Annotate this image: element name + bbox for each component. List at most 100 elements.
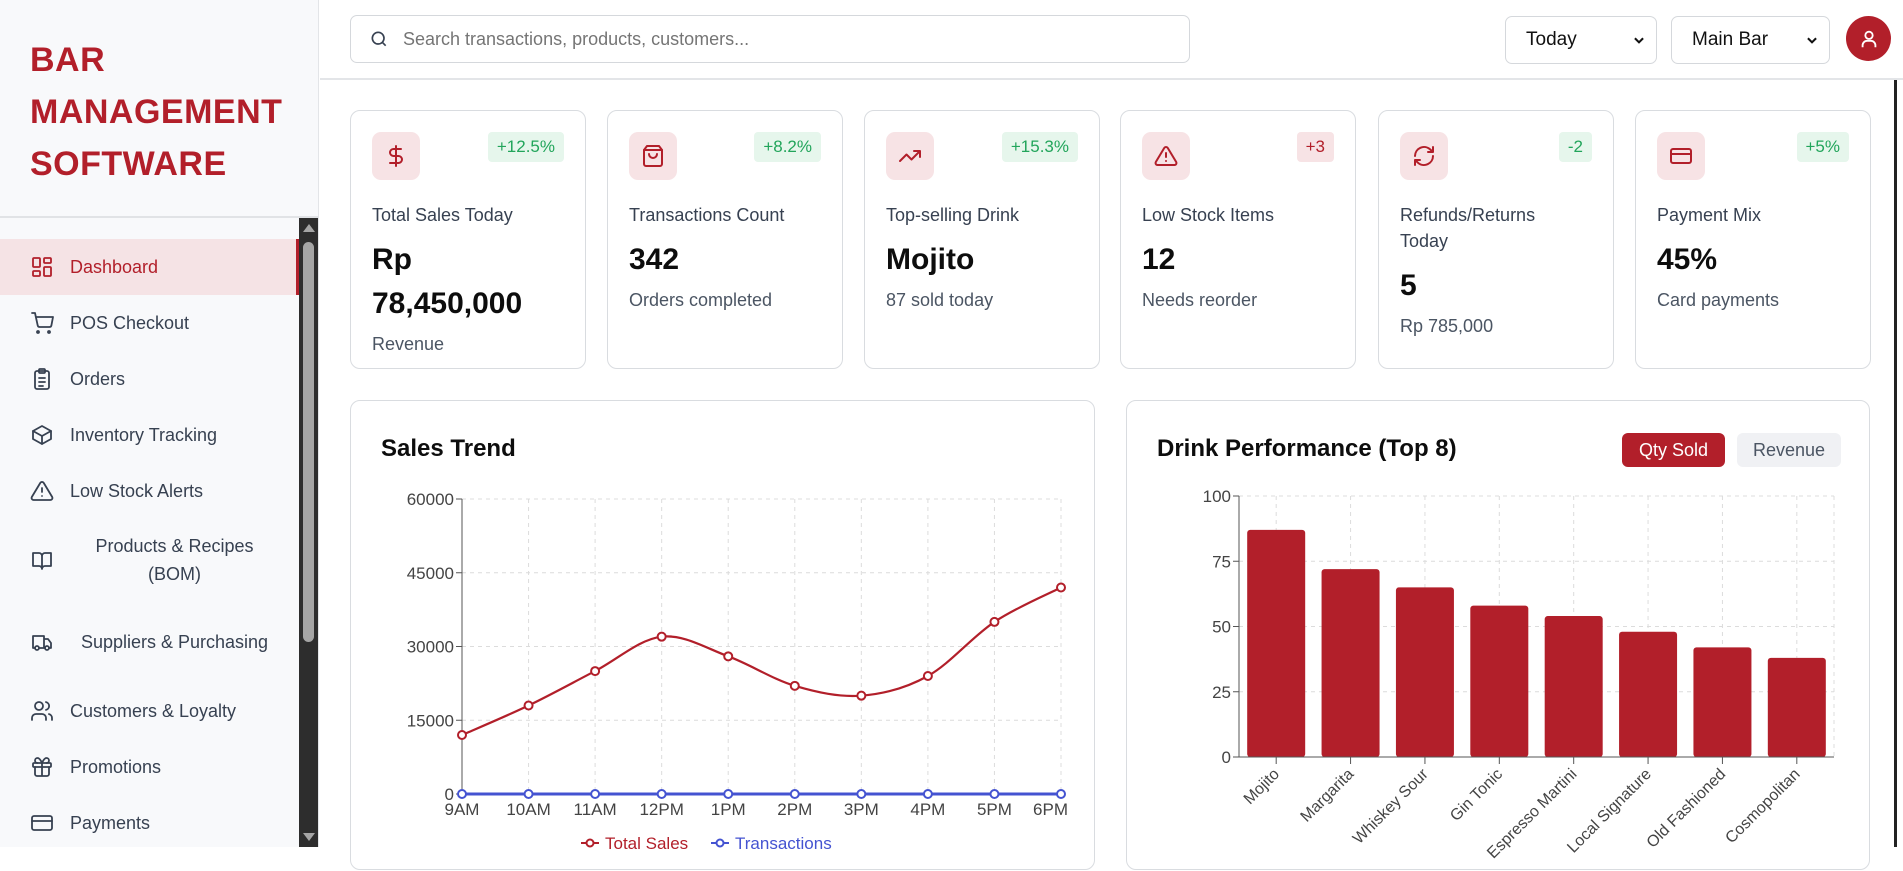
scroll-down-arrow-icon[interactable] — [303, 833, 315, 841]
data-point — [723, 789, 734, 799]
kpi-icon-box — [1657, 132, 1705, 180]
sidebar-scrollbar[interactable] — [299, 218, 318, 847]
app-logo: BAR MANAGEMENT SOFTWARE — [30, 34, 282, 190]
sidebar-item-label: Orders — [70, 368, 126, 389]
sidebar-item-suppliers-purchasing[interactable]: Suppliers & Purchasing — [0, 601, 299, 683]
x-tick-label: 4PM — [910, 800, 945, 819]
kpi-icon-box — [886, 132, 934, 180]
kpi-label: Total Sales Today — [372, 205, 513, 225]
search-input[interactable] — [403, 28, 1163, 50]
kpi-value: 45% — [1657, 243, 1718, 276]
kpi-card: +12.5% Total Sales Today Rp 78,450,000 Reve… — [350, 110, 586, 369]
period-select[interactable]: Today — [1505, 16, 1657, 64]
sidebar-item-products-recipes-bom[interactable]: Products & Recipes (BOM) — [0, 519, 299, 601]
dollar-icon — [389, 145, 403, 167]
sidebar-item-label: Inventory Tracking — [70, 424, 218, 445]
sidebar-item-label: Products & Recipes (BOM) — [95, 536, 254, 584]
users-icon — [31, 701, 53, 721]
sidebar-item-promotions[interactable]: Promotions — [0, 739, 299, 795]
book-icon — [32, 552, 52, 570]
data-point — [989, 616, 1000, 627]
x-tick-label: Cosmopolitan — [1722, 766, 1803, 847]
sidebar-item-low-stock-alerts[interactable]: Low Stock Alerts — [0, 463, 299, 519]
sidebar-item-label: Payments — [70, 812, 151, 833]
kpi-card: +5% Payment Mix 45% Card payments — [1635, 110, 1871, 369]
x-tick-label: Margarita — [1298, 766, 1358, 826]
kpi-icon-box — [629, 132, 677, 180]
x-tick-label: Mojito — [1241, 766, 1283, 808]
y-tick-label: 0 — [1222, 748, 1231, 767]
y-tick-label: 0 — [445, 785, 454, 804]
sidebar-item-pos-checkout[interactable]: POS Checkout — [0, 295, 299, 351]
y-tick-label: 15000 — [407, 711, 454, 730]
kpi-subtext: 87 sold today — [886, 290, 994, 310]
kpi-label: Refunds/Returns Today — [1400, 205, 1536, 251]
cart-icon — [31, 312, 54, 334]
shopping-bag-icon — [643, 145, 663, 167]
sidebar-item-payments[interactable]: Payments — [0, 795, 299, 851]
kpi-change-badge: +12.5% — [487, 132, 564, 162]
data-point — [523, 789, 534, 799]
box-icon — [32, 425, 52, 445]
y-tick-label: 100 — [1203, 487, 1231, 506]
bar-espresso-martini — [1544, 616, 1603, 757]
data-point — [590, 666, 601, 677]
trending-up-icon — [899, 150, 921, 162]
x-tick-label: 10AM — [506, 800, 550, 819]
main-scrollbar[interactable] — [1894, 80, 1897, 847]
sidebar-nav: Dashboard POS Checkout Orders Inventory Tra… — [0, 239, 299, 851]
sidebar-item-customers-loyalty[interactable]: Customers & Loyalty — [0, 683, 299, 739]
data-point — [656, 631, 667, 642]
kpi-icon-box — [1142, 132, 1190, 180]
credit-card-icon — [31, 815, 53, 831]
data-point — [922, 789, 933, 799]
x-tick-label: 6PM — [1033, 800, 1068, 819]
x-tick-label: 12PM — [639, 800, 683, 819]
search-box[interactable] — [350, 15, 1190, 63]
sidebar-item-dashboard[interactable]: Dashboard — [0, 239, 299, 295]
logo-line: MANAGEMENT — [30, 93, 283, 131]
kpi-change-badge: +3 — [1296, 132, 1334, 162]
kpi-change-badge: -2 — [1558, 132, 1592, 162]
sidebar-item-label: POS Checkout — [70, 312, 190, 333]
legend-marker — [715, 838, 725, 848]
kpi-value: 342 — [629, 243, 680, 276]
data-point — [789, 680, 800, 691]
kpi-value: 12 — [1142, 243, 1176, 276]
sidebar-item-orders[interactable]: Orders — [0, 351, 299, 407]
y-tick-label: 25 — [1212, 683, 1231, 702]
sidebar-item-label: Promotions — [70, 756, 162, 777]
location-select[interactable]: Main Bar — [1671, 16, 1830, 64]
x-tick-label: 5PM — [977, 800, 1012, 819]
sales-trend-title: Sales Trend — [381, 435, 516, 462]
bar-whiskey-sour — [1395, 587, 1454, 757]
x-tick-label: 1PM — [711, 800, 746, 819]
logo-line: BAR — [30, 41, 106, 79]
x-tick-label: 3PM — [844, 800, 879, 819]
refresh-icon — [1414, 146, 1434, 166]
scrollbar-thumb[interactable] — [303, 242, 314, 642]
sidebar-item-inventory-tracking[interactable]: Inventory Tracking — [0, 407, 299, 463]
qty-sold-toggle[interactable]: Qty Sold — [1622, 433, 1725, 467]
sidebar-item-label: Suppliers & Purchasing — [80, 632, 269, 652]
user-avatar[interactable] — [1846, 16, 1891, 61]
warning-icon — [1154, 145, 1178, 166]
bar-old-fashioned — [1693, 647, 1752, 757]
y-tick-label: 60000 — [407, 490, 454, 509]
sidebar: BAR MANAGEMENT SOFTWARE Dashboard POS Che… — [0, 0, 319, 847]
bar-margarita — [1321, 569, 1380, 757]
x-tick-label: Old Fashioned — [1644, 766, 1730, 852]
sidebar-item-label: Customers & Loyalty — [70, 700, 237, 721]
kpi-icon-box — [1400, 132, 1448, 180]
revenue-toggle[interactable]: Revenue — [1737, 433, 1841, 467]
data-point — [1056, 582, 1066, 593]
kpi-card: +15.3% Top-selling Drink Mojito 87 sold tod… — [864, 110, 1100, 369]
kpi-card: -2 Refunds/Returns Today 5 Rp 785,000 — [1378, 110, 1614, 369]
scroll-up-arrow-icon[interactable] — [303, 224, 315, 232]
data-point — [789, 789, 800, 799]
bar-mojito — [1247, 529, 1306, 757]
sales-trend-chart: 0 15000 30000 45000 60000 9AM 10AM 11AM 12PM 1PM 2… — [407, 490, 1068, 853]
legend-label: Transactions — [735, 834, 832, 853]
data-point — [723, 651, 734, 662]
y-tick-label: 75 — [1212, 552, 1231, 571]
